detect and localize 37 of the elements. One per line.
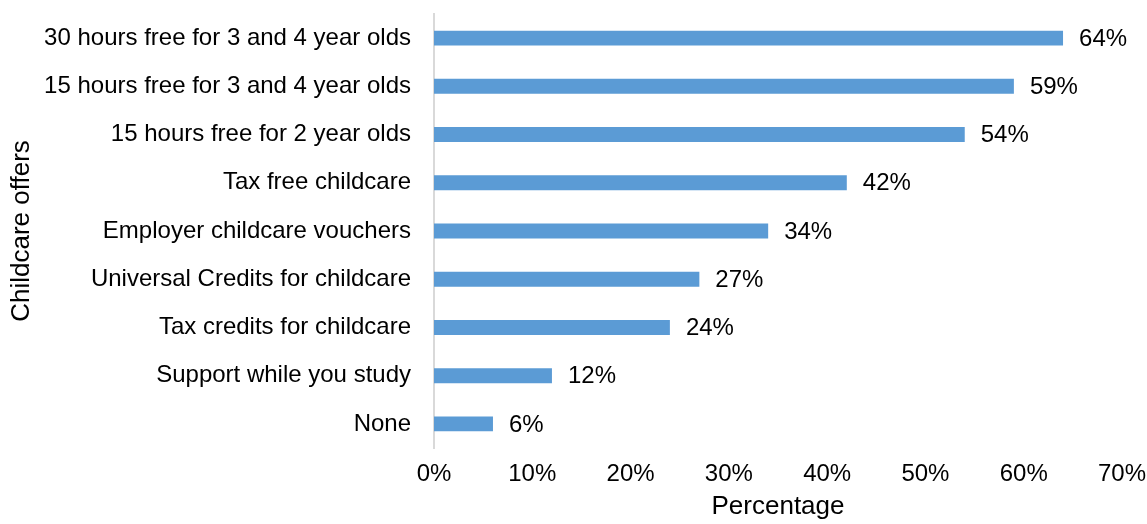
data-label: 59%	[1029, 71, 1078, 99]
y-tick-label: Tax credits for childcare	[158, 312, 411, 340]
x-tick-label: 30%	[704, 459, 753, 487]
bar	[434, 30, 1064, 46]
data-label: 27%	[715, 264, 764, 292]
bar	[434, 271, 700, 287]
bar	[434, 78, 1014, 94]
data-label: 6%	[508, 409, 544, 437]
y-tick-label: Tax free childcare	[222, 167, 411, 195]
y-tick-label: None	[353, 408, 411, 436]
bar	[434, 368, 552, 384]
data-label: 64%	[1079, 23, 1128, 51]
y-tick-label: 30 hours free for 3 and 4 year olds	[44, 22, 411, 50]
y-tick-label: Support while you study	[156, 360, 411, 388]
y-tick-label: Employer childcare vouchers	[102, 215, 411, 243]
y-axis-title: Childcare offers	[4, 140, 35, 322]
x-tick-label: 10%	[508, 459, 557, 487]
data-label: 12%	[567, 361, 616, 389]
x-tick-label: 0%	[416, 459, 452, 487]
bar	[434, 416, 493, 432]
data-label: 34%	[784, 216, 833, 244]
y-tick-label: 15 hours free for 3 and 4 year olds	[44, 70, 411, 98]
x-tick-label: 60%	[999, 459, 1048, 487]
x-tick-label: 70%	[1097, 459, 1147, 487]
data-label: 54%	[980, 120, 1029, 148]
bar	[434, 175, 847, 191]
x-tick-label: 50%	[901, 459, 950, 487]
bar	[434, 127, 965, 143]
y-tick-label: 15 hours free for 2 year olds	[110, 119, 411, 147]
bar	[434, 223, 769, 239]
bar	[434, 319, 670, 335]
x-axis-title: Percentage	[711, 489, 845, 520]
data-label: 24%	[685, 313, 734, 341]
y-tick-label: Universal Credits for childcare	[90, 263, 411, 291]
x-tick-label: 20%	[606, 459, 655, 487]
data-label: 42%	[862, 168, 911, 196]
x-tick-label: 40%	[803, 459, 852, 487]
